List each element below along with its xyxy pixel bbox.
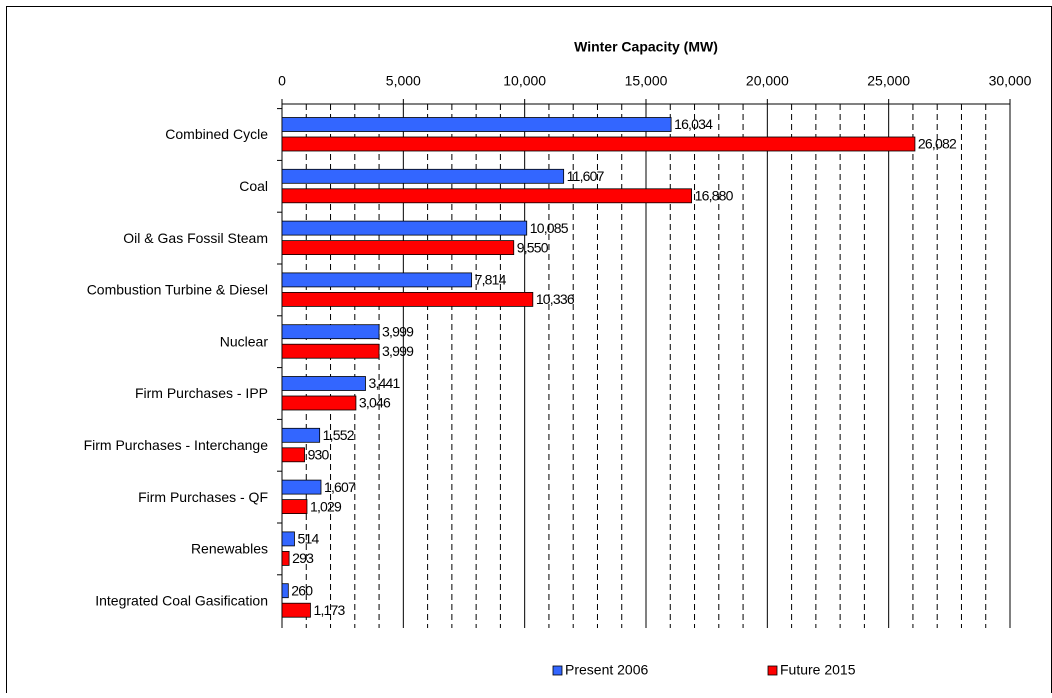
bar [281,395,357,411]
value-label: 16,880 [695,188,734,204]
x-tick-label: 25,000 [867,73,910,89]
value-label: 1,173 [313,602,345,618]
x-tick-label: 15,000 [625,73,668,89]
value-label: 3,441 [369,375,401,391]
bar [281,343,380,359]
bar [281,376,366,391]
bar [281,531,295,547]
value-label: 11,607 [567,168,605,184]
value-label: 930 [308,447,330,463]
value-label: 1,607 [324,479,356,495]
y-tick-label: Combined Cycle [165,126,268,142]
y-tick-label: Coal [239,178,268,194]
bar [281,220,528,236]
bar [281,602,311,618]
bar [281,272,473,288]
bar [281,551,290,566]
value-label: 7,814 [475,272,507,288]
legend-swatch [767,665,778,676]
value-label: 9,550 [517,239,549,255]
value-label: 1,029 [310,498,342,514]
value-label: 10,336 [536,291,575,307]
x-tick-label: 0 [278,73,286,89]
bar [281,136,916,152]
bar [281,168,565,184]
x-tick-label: 20,000 [746,73,789,89]
value-label: 3,999 [382,323,414,339]
y-tick-label: Nuclear [220,333,269,349]
chart-border [6,6,1052,697]
y-tick-label: Firm Purchases - Interchange [84,437,269,453]
x-tick-label: 5,000 [386,73,421,89]
value-label: 10,085 [530,220,569,236]
legend-label: Future 2015 [780,662,856,678]
legend-swatch [552,665,563,676]
legend-label: Present 2006 [565,662,648,678]
y-tick-label: Combustion Turbine & Diesel [87,282,268,298]
y-tick-label: Renewables [191,541,268,557]
y-tick-label: Integrated Coal Gasification [95,592,268,608]
bar [281,427,321,443]
value-label: 3,999 [382,343,414,359]
bar [281,117,672,132]
bar [281,188,693,204]
bar [281,479,322,495]
y-tick-label: Firm Purchases - IPP [135,385,268,401]
bar [281,291,534,307]
x-tick-label: 30,000 [989,73,1032,89]
bar [281,447,305,463]
axis-title: Winter Capacity (MW) [574,39,718,55]
x-tick-label: 10,000 [503,73,546,89]
bar [281,324,380,340]
value-label: 514 [297,531,319,547]
value-label: 16,034 [674,116,713,132]
y-tick-label: Firm Purchases - QF [138,489,268,505]
bar [281,499,308,515]
value-label: 260 [291,582,313,598]
value-label: 3,046 [359,395,391,411]
bar [281,240,515,256]
value-label: 293 [292,550,314,566]
y-tick-label: Oil & Gas Fossil Steam [123,230,268,246]
bar [281,583,289,599]
value-label: 1,552 [323,427,355,443]
value-label: 26,082 [918,136,957,152]
